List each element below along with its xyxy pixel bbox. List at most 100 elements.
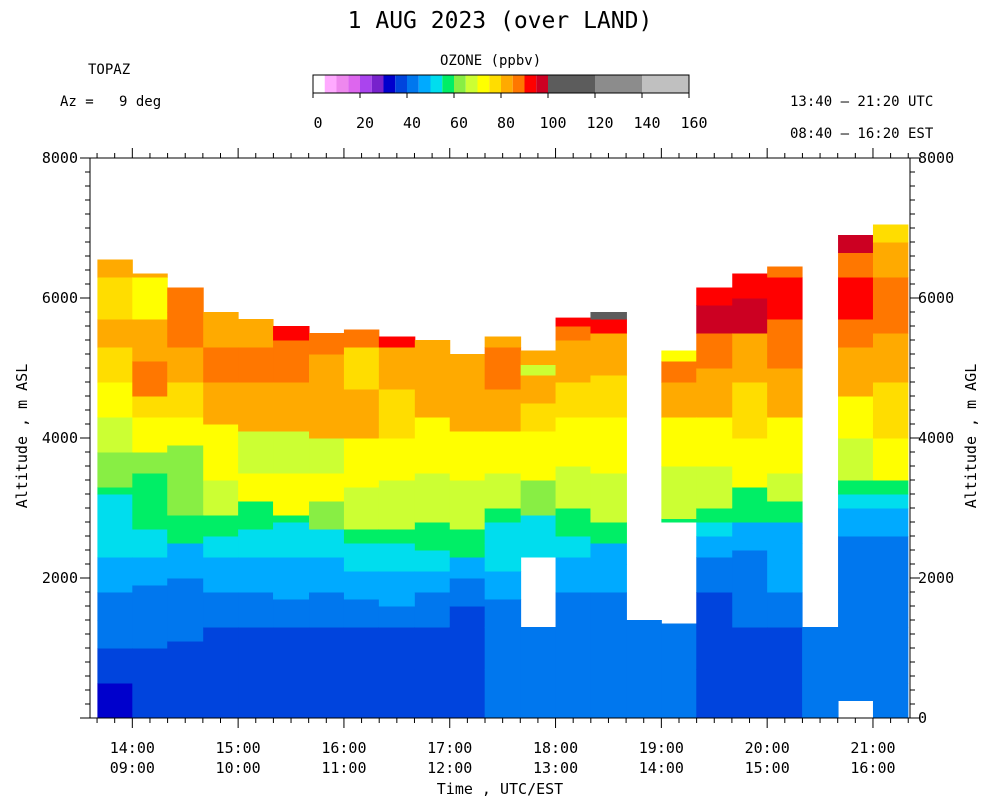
ozone-cell [661, 683, 697, 719]
ozone-cell [872, 627, 909, 684]
ozone-cell [132, 473, 168, 530]
ozone-cell [238, 592, 274, 628]
ozone-cell [97, 382, 133, 418]
ozone-cell [203, 627, 239, 684]
ozone-cell [590, 564, 627, 593]
ozone-cell [838, 592, 874, 628]
colorbar-bin [548, 75, 595, 93]
ozone-cell [167, 515, 204, 544]
ozone-cell [167, 683, 204, 719]
ozone-cell [309, 529, 345, 558]
y-tick-label-right: 2000 [918, 569, 954, 587]
ozone-cell [767, 501, 803, 523]
ozone-cell [838, 347, 874, 397]
ozone-cell [449, 354, 486, 390]
ozone-cell [661, 417, 697, 467]
ozone-cell [696, 522, 733, 537]
ozone-cell [696, 466, 733, 509]
colorbar-bin [489, 75, 501, 93]
ozone-cell [696, 305, 733, 334]
ozone-cell [484, 347, 522, 390]
ozone-cell [97, 592, 133, 621]
y-tick-label-left: 6000 [42, 289, 78, 307]
ozone-cell [661, 466, 697, 519]
ozone-cell [872, 480, 909, 495]
ozone-cell [732, 522, 768, 551]
ozone-cell [273, 683, 310, 719]
ozone-cell [167, 382, 204, 418]
ozone-cell [590, 669, 627, 719]
ozone-cell [343, 329, 380, 348]
plot-area [97, 224, 909, 719]
ozone-cell [238, 347, 274, 383]
ozone-cell [661, 350, 697, 362]
ozone-cell [696, 536, 733, 558]
ozone-cell [802, 683, 839, 719]
ozone-cell [167, 445, 204, 516]
x-tick-label-est: 13:00 [533, 759, 578, 777]
x-tick-label-utc: 21:00 [850, 739, 895, 757]
ozone-cell [520, 480, 557, 516]
ozone-cell [767, 592, 803, 628]
colorbar-bin [395, 75, 407, 93]
x-axis-label: Time , UTC/EST [437, 780, 563, 798]
colorbar-bin [477, 75, 490, 93]
ozone-cell [167, 641, 204, 684]
ozone-cell [273, 599, 310, 628]
ozone-cell [838, 235, 874, 253]
colorbar-bin [430, 75, 443, 93]
ozone-cell [414, 522, 451, 551]
x-tick-label-est: 12:00 [427, 759, 472, 777]
ozone-cell [309, 592, 345, 628]
ozone-cell [343, 389, 380, 439]
ozone-cell [484, 543, 522, 572]
ozone-cell [167, 578, 204, 614]
ozone-cell [449, 627, 486, 670]
ozone-cell [238, 557, 274, 593]
ozone-cell [555, 382, 591, 418]
ozone-cell [661, 382, 697, 418]
x-tick-label-utc: 16:00 [321, 739, 366, 757]
ozone-cell [378, 627, 416, 670]
ozone-cell [273, 627, 310, 684]
y-tick-label-left: 4000 [42, 429, 78, 447]
ozone-cell [309, 473, 345, 502]
ozone-cell [555, 669, 591, 719]
ozone-cell [97, 319, 133, 348]
ozone-cell [238, 683, 274, 719]
ozone-cell [97, 347, 133, 383]
ozone-cell [167, 543, 204, 579]
ozone-cell [273, 326, 310, 341]
utc-time-range: 13:40 – 21:20 UTC [790, 94, 934, 110]
est-time-range: 08:40 – 16:20 EST [790, 126, 934, 142]
ozone-cell [838, 319, 874, 348]
colorbar-bin [313, 75, 325, 93]
chart-title: 1 AUG 2023 (over LAND) [347, 8, 653, 34]
ozone-cell [414, 473, 451, 523]
ozone-cell [378, 669, 416, 719]
ozone-cell [273, 473, 310, 516]
ozone-cell [203, 536, 239, 558]
colorbar-bin [501, 75, 513, 93]
x-tick-label-est: 14:00 [639, 759, 684, 777]
ozone-cell [343, 627, 380, 670]
ozone-cell [343, 599, 380, 628]
ozone-cell [520, 403, 557, 432]
ozone-cell [590, 592, 627, 628]
ozone-cell [872, 277, 909, 334]
ozone-cell [309, 669, 345, 719]
ozone-cell [732, 669, 768, 719]
ozone-cell [732, 550, 768, 593]
ozone-cell [732, 627, 768, 670]
ozone-cell [203, 347, 239, 383]
ozone-cell [767, 266, 803, 278]
ozone-cell [167, 312, 204, 348]
ozone-cell [555, 557, 591, 593]
station-label: TOPAZ [88, 62, 131, 78]
ozone-cell [238, 627, 274, 684]
ozone-cell [97, 557, 133, 593]
y-axis-label-left: Altitude , m ASL [13, 364, 31, 509]
ozone-cell [626, 683, 662, 719]
ozone-cell [696, 417, 733, 467]
ozone-cell [732, 298, 768, 334]
